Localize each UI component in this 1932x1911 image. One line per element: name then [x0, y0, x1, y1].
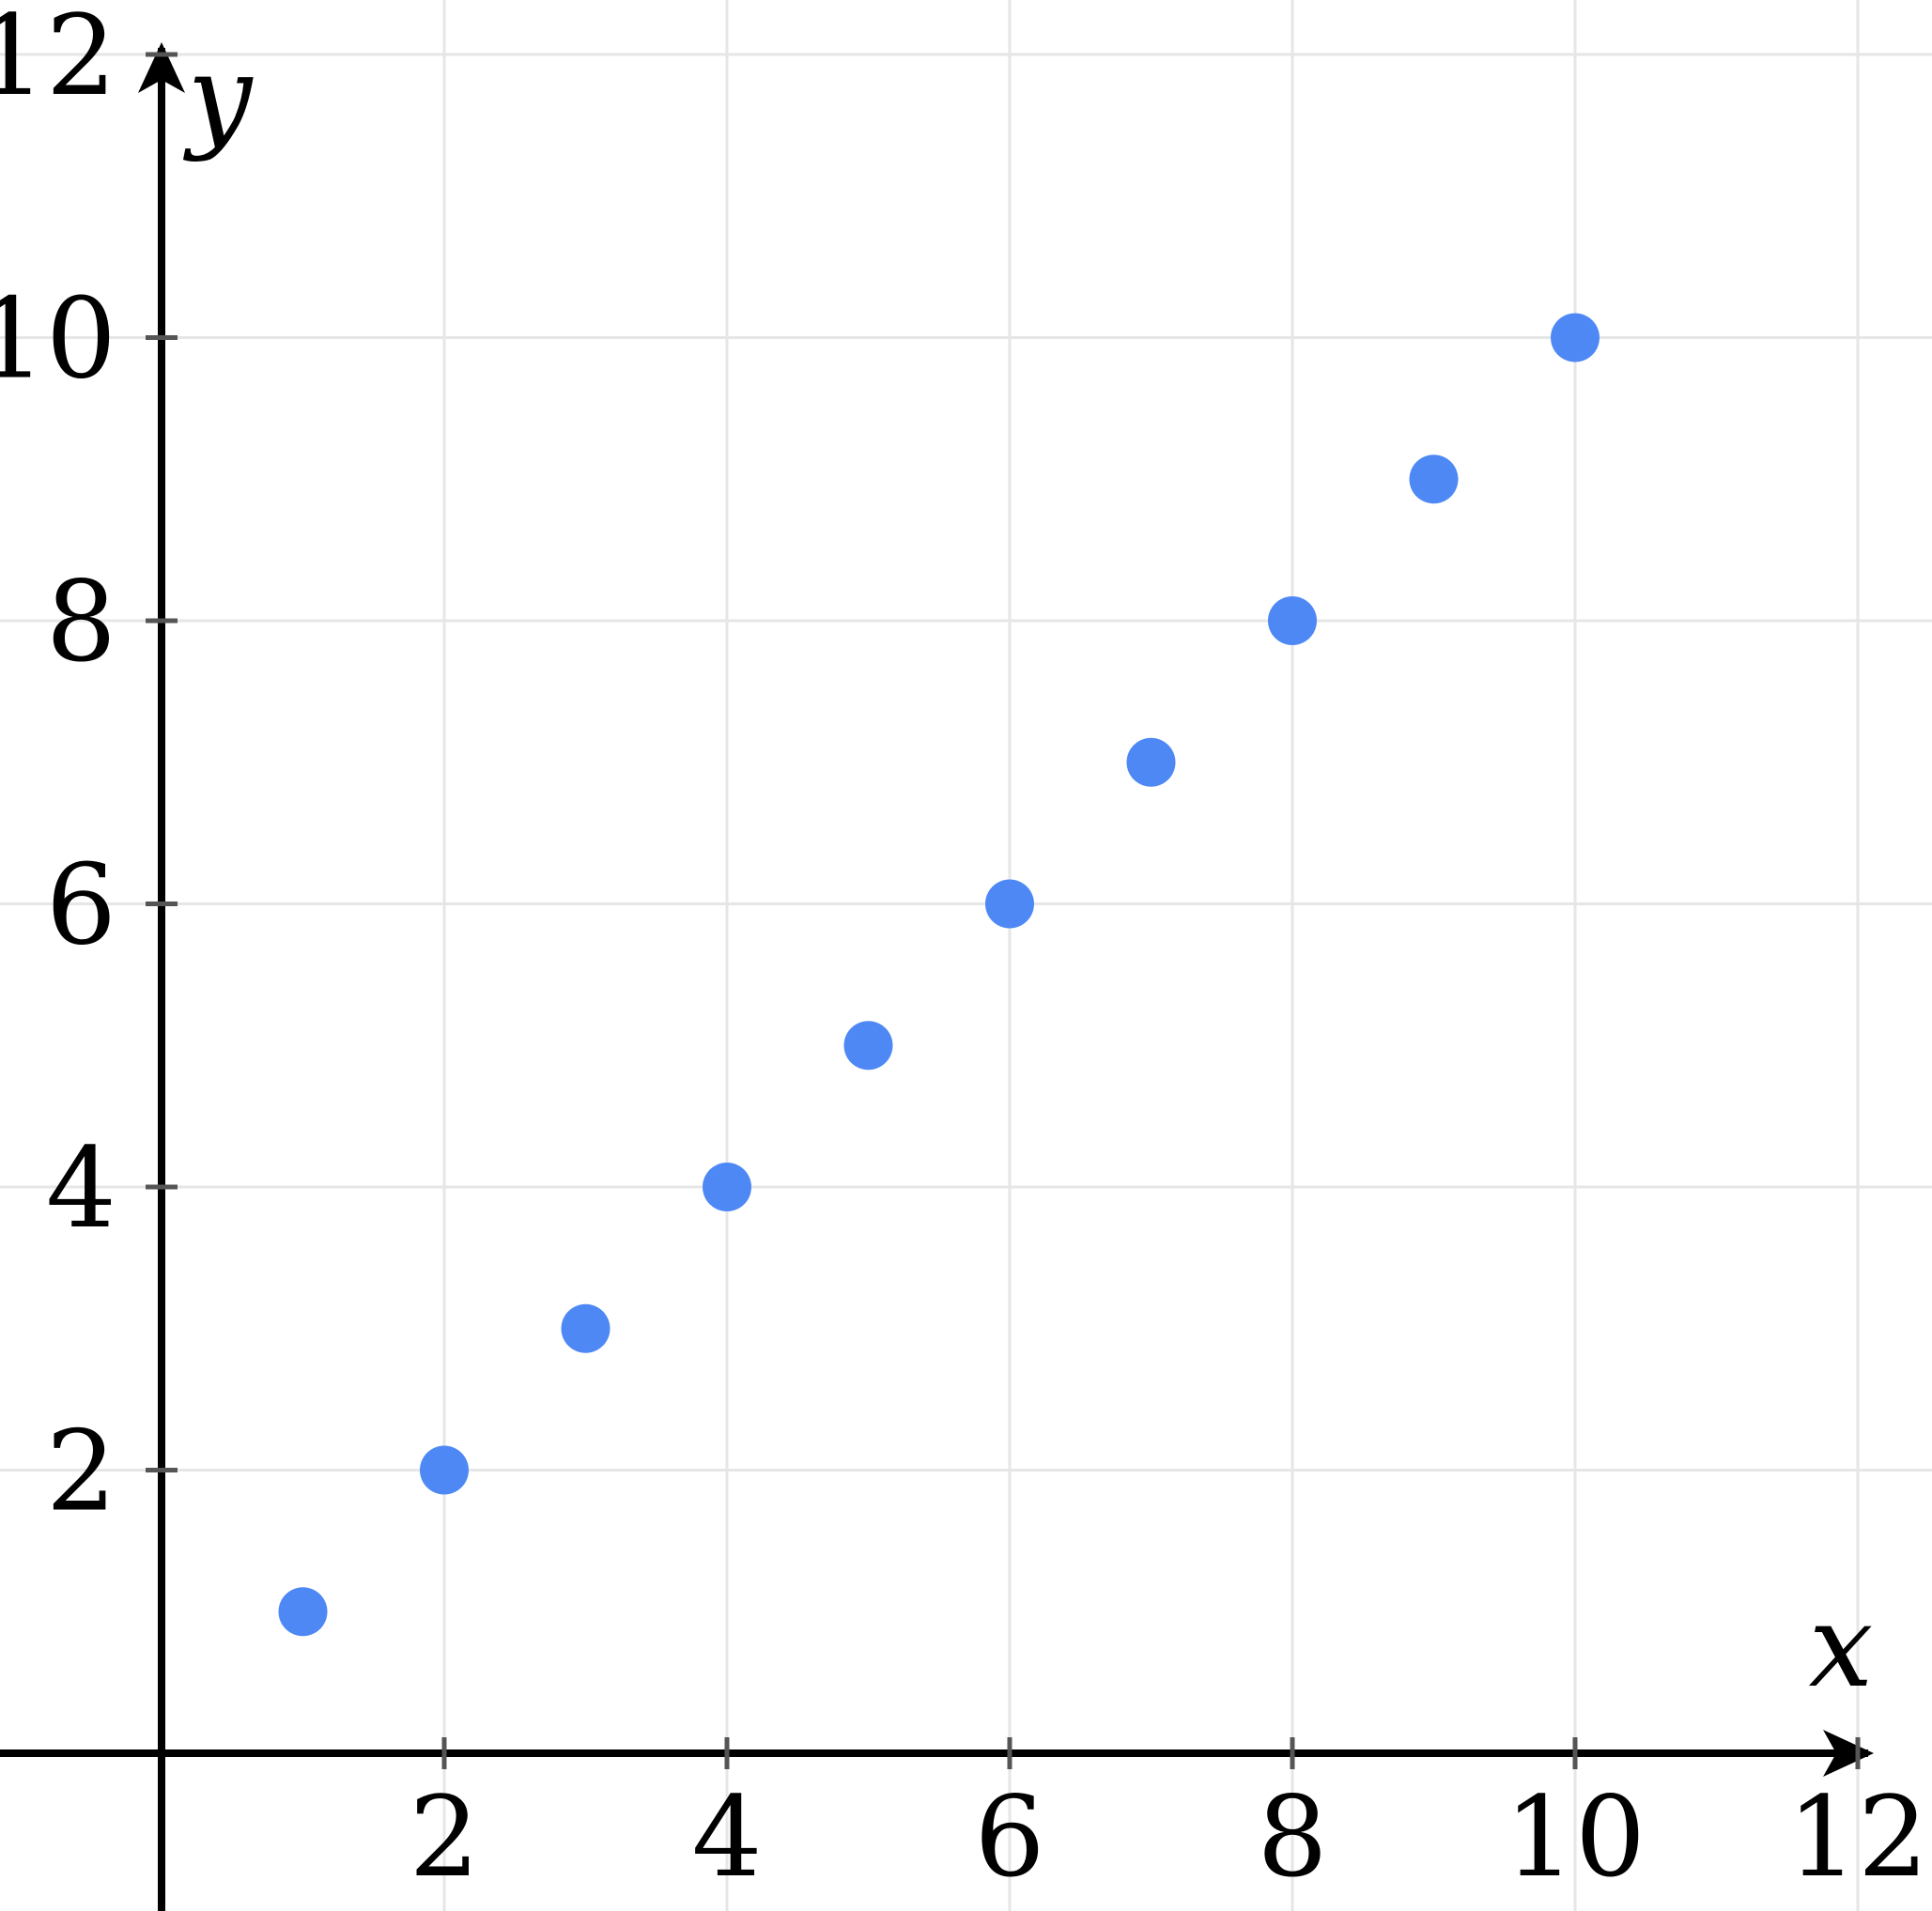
y-axis-name-label: y: [183, 30, 255, 163]
horizontal-gridlines: [0, 53, 1932, 1472]
x-axis-ticks: [441, 1737, 1861, 1769]
y-axis-ticks: [146, 52, 178, 1472]
x-axis-arrowhead: [1823, 1730, 1874, 1777]
y-tick-label: 10: [0, 274, 116, 404]
data-point-marker: [420, 1445, 469, 1495]
x-tick-label: 12: [1787, 1772, 1928, 1902]
vertical-gridlines: [442, 0, 1860, 1911]
y-tick-label: 12: [0, 0, 116, 120]
data-point-marker: [985, 879, 1034, 929]
x-tick-label: 6: [974, 1772, 1044, 1902]
y-tick-label: 4: [46, 1123, 116, 1253]
x-tick-label: 10: [1505, 1772, 1646, 1902]
data-point-marker: [703, 1163, 751, 1211]
x-axis-name-label: x: [1809, 1580, 1874, 1713]
axes: [0, 42, 1874, 1911]
x-tick-label: 4: [691, 1772, 762, 1902]
y-axis-arrowhead: [138, 42, 185, 93]
y-axis-tick-labels: 2 4 6 8 10 12: [0, 0, 116, 1536]
y-tick-label: 2: [46, 1407, 116, 1536]
data-point-marker: [561, 1303, 611, 1353]
x-axis-tick-labels: 2 4 6 8 10 12: [409, 1772, 1928, 1902]
data-point-marker: [1268, 596, 1317, 645]
x-tick-label: 2: [409, 1772, 479, 1902]
data-point-marker: [843, 1021, 893, 1071]
axis-name-labels: xy: [183, 30, 1874, 1713]
x-tick-label: 8: [1257, 1772, 1327, 1902]
data-point-marker: [1409, 455, 1459, 504]
data-point-marker: [1126, 737, 1176, 787]
y-tick-label: 8: [46, 557, 116, 686]
y-tick-label: 6: [46, 840, 116, 970]
data-point-marker: [278, 1587, 328, 1637]
data-points: [278, 313, 1600, 1637]
data-point-marker: [1551, 313, 1600, 362]
